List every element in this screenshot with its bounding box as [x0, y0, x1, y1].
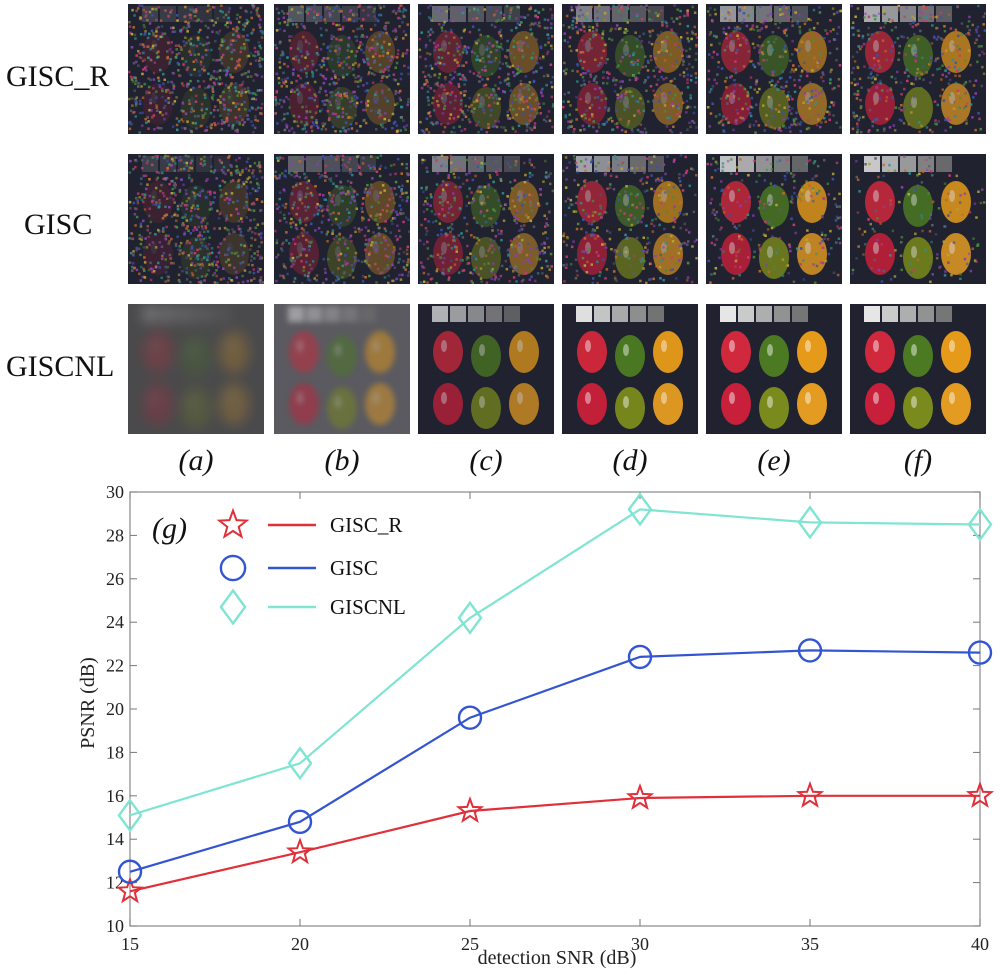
- column-label-f: (f): [903, 444, 933, 477]
- x-tick-label: 20: [291, 934, 309, 954]
- y-tick-label: 14: [106, 829, 124, 849]
- data-point-star: [285, 837, 315, 865]
- data-point-diamond: [287, 746, 313, 781]
- y-tick-label: 20: [106, 699, 124, 719]
- data-point-diamond: [967, 507, 993, 542]
- legend-label: GISCNL: [330, 595, 406, 619]
- x-tick-label: 40: [971, 934, 989, 954]
- data-point-circle: [117, 859, 143, 884]
- x-axis-title: detection SNR (dB): [478, 947, 637, 969]
- reconstruction-image: [562, 304, 698, 434]
- x-tick-label: 15: [121, 934, 139, 954]
- series-line-gisc-r: [129, 794, 980, 893]
- data-point-circle: [797, 638, 823, 663]
- reconstruction-image: [274, 154, 410, 284]
- series-line-giscnl: [129, 508, 981, 817]
- legend-label: GISC_R: [330, 513, 402, 537]
- data-point-star: [115, 876, 145, 904]
- series-line-gisc: [129, 649, 981, 873]
- y-tick-label: 18: [106, 742, 124, 762]
- data-point-star: [965, 780, 995, 808]
- column-label-c: (c): [469, 444, 503, 477]
- column-label-a: (a): [178, 444, 214, 477]
- row-label-gisc: GISC: [24, 208, 93, 241]
- data-point-circle: [457, 705, 483, 730]
- y-tick-label: 22: [106, 656, 124, 676]
- data-point-diamond: [797, 505, 823, 540]
- data-point-diamond: [627, 492, 653, 527]
- y-tick-label: 10: [106, 916, 124, 936]
- panel-label-g: (g): [152, 512, 187, 545]
- data-point-diamond: [457, 600, 483, 635]
- data-point-star: [455, 796, 485, 824]
- column-label-e: (e): [757, 444, 791, 477]
- reconstruction-image: [128, 304, 264, 434]
- x-tick-label: 35: [801, 934, 819, 954]
- x-tick-label: 30: [631, 934, 649, 954]
- reconstruction-image: [706, 304, 842, 434]
- column-label-b: (b): [324, 444, 360, 477]
- data-point-circle: [627, 644, 653, 670]
- reconstruction-image: [850, 304, 986, 434]
- reconstruction-image: [562, 4, 698, 134]
- reconstruction-image: [418, 304, 554, 434]
- reconstruction-image: [418, 4, 554, 134]
- reconstruction-image: [274, 304, 410, 434]
- x-tick-label: 25: [461, 934, 479, 954]
- y-tick-label: 24: [106, 612, 124, 632]
- data-point-star: [625, 783, 655, 811]
- data-point-diamond: [219, 588, 247, 626]
- data-point-star: [795, 780, 825, 808]
- y-tick-label: 30: [106, 482, 124, 502]
- data-point-circle: [287, 809, 313, 835]
- y-axis-title: PSNR (dB): [77, 657, 99, 749]
- data-point-diamond: [117, 798, 143, 833]
- reconstruction-image: [274, 4, 410, 134]
- data-point-circle: [219, 554, 247, 582]
- legend-label: GISC: [330, 556, 378, 580]
- reconstruction-image: [128, 4, 264, 134]
- y-tick-label: 26: [106, 569, 124, 589]
- data-point-circle: [967, 640, 993, 665]
- y-tick-label: 16: [106, 786, 124, 806]
- reconstruction-image: [850, 154, 986, 284]
- data-point-star: [216, 507, 250, 539]
- reconstruction-image: [128, 154, 264, 284]
- y-tick-label: 28: [106, 525, 124, 545]
- row-label-gisc-r: GISC_R: [6, 60, 110, 93]
- reconstruction-image: [706, 4, 842, 134]
- reconstruction-image: [706, 154, 842, 284]
- reconstruction-image: [850, 4, 986, 134]
- reconstruction-image: [418, 154, 554, 284]
- row-label-giscnl: GISCNL: [6, 350, 115, 383]
- column-label-d: (d): [612, 444, 648, 477]
- reconstruction-image: [562, 154, 698, 284]
